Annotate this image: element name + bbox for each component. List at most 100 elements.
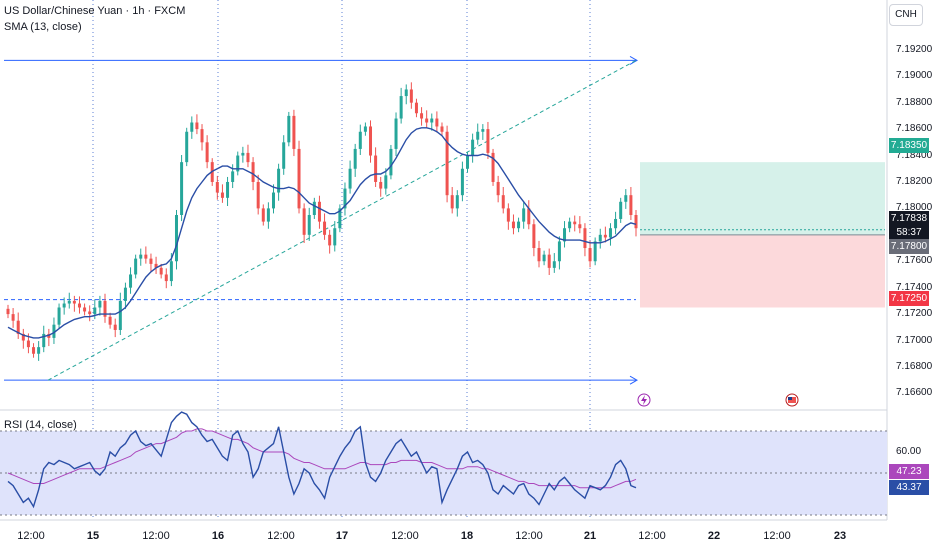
channel-bottom-arrow	[629, 375, 639, 385]
price-tick: 7.16600	[896, 387, 932, 399]
candle-body	[450, 195, 454, 209]
candle-body	[88, 311, 92, 315]
candle-body	[261, 208, 265, 222]
candle-body	[379, 181, 383, 189]
candle-body	[251, 162, 255, 182]
candle-body	[169, 261, 173, 282]
sma-legend[interactable]: SMA (13, close)	[4, 21, 82, 33]
price-tick: 7.16800	[896, 360, 932, 372]
candle-body	[501, 195, 505, 209]
candle-body	[256, 181, 260, 209]
candle-body	[282, 142, 286, 169]
rsi-legend[interactable]: RSI (14, close)	[4, 419, 77, 431]
price-tick: 7.17200	[896, 308, 932, 320]
candle-body	[108, 316, 112, 325]
candle-body	[93, 307, 97, 315]
candle-body	[297, 148, 301, 209]
candle-body	[26, 340, 30, 348]
time-tick: 22	[707, 530, 721, 542]
candle-body	[174, 215, 178, 262]
price-tick: 7.17600	[896, 255, 932, 267]
candle-body	[496, 181, 500, 196]
time-tick: 12:00	[638, 530, 666, 542]
candle-body	[103, 300, 107, 317]
position-zones	[640, 162, 885, 308]
candle-body	[83, 307, 87, 312]
candle-body	[399, 96, 403, 119]
candle-body	[425, 118, 429, 123]
candle-body	[629, 195, 633, 215]
time-tick: 12:00	[267, 530, 295, 542]
rsi-ma-value-tag: 47.23	[889, 464, 929, 479]
candle-body	[62, 303, 66, 308]
candle-body	[37, 347, 41, 354]
candle-body	[363, 126, 367, 132]
candle-body	[404, 89, 408, 97]
candle-body	[389, 148, 393, 176]
candle-body	[271, 192, 275, 209]
currency-button[interactable]: CNH	[889, 4, 923, 26]
candle-body	[266, 208, 270, 222]
candle-body	[573, 221, 577, 225]
candle-body	[287, 115, 291, 143]
time-tick: 21	[583, 530, 597, 542]
price-tick: 7.18600	[896, 123, 932, 135]
candle-body	[52, 324, 56, 338]
candle-body	[6, 308, 10, 315]
candles	[6, 82, 638, 361]
candle-body	[542, 254, 546, 262]
candle-body	[394, 118, 398, 149]
candle-body	[619, 201, 623, 219]
time-tick: 15	[86, 530, 100, 542]
candle-body	[57, 307, 61, 325]
candle-body	[588, 248, 592, 262]
event-markers[interactable]	[637, 393, 799, 407]
time-tick: 23	[833, 530, 847, 542]
candle-body	[486, 129, 490, 153]
candle-body	[430, 118, 434, 123]
candle-body	[491, 152, 495, 182]
countdown-tag: 58:37	[889, 225, 929, 240]
candle-body	[129, 274, 133, 288]
candle-body	[634, 215, 638, 229]
candle-body	[440, 126, 444, 132]
rsi-line	[7, 411, 637, 509]
candle-body	[506, 208, 510, 222]
candle-body	[42, 333, 46, 348]
candle-body	[563, 228, 567, 242]
candle-body	[348, 168, 352, 189]
candle-body	[323, 221, 327, 235]
price-tick: 7.18000	[896, 202, 932, 214]
candle-body	[98, 300, 102, 308]
price-tick: 7.19000	[896, 70, 932, 82]
price-tick: 7.18800	[896, 96, 932, 108]
price-tick: 7.17400	[896, 281, 932, 293]
time-tick: 16	[211, 530, 225, 542]
candle-body	[154, 263, 158, 268]
channel-top-arrow	[629, 55, 639, 65]
candle-body	[220, 192, 224, 198]
candle-body	[32, 347, 36, 354]
candle-body	[317, 201, 321, 222]
candle-body	[67, 300, 71, 304]
candle-body	[195, 122, 199, 130]
candle-body	[226, 181, 230, 198]
candle-body	[215, 181, 219, 193]
candle-body	[123, 287, 127, 301]
symbol-title[interactable]: US Dollar/Chinese Yuan · 1h · FXCM	[4, 5, 186, 17]
candle-body	[231, 171, 235, 182]
candle-body	[205, 142, 209, 163]
candle-body	[246, 152, 250, 163]
lightning-event-icon	[641, 395, 647, 405]
candle-body	[353, 148, 357, 169]
candle-body	[578, 224, 582, 229]
us-flag-event-icon	[788, 397, 792, 400]
entry-price-tag: 7.17800	[889, 239, 929, 254]
time-tick: 12:00	[17, 530, 45, 542]
candle-body	[180, 162, 184, 215]
loss-zone	[640, 234, 885, 308]
time-tick: 18	[460, 530, 474, 542]
candle-body	[338, 208, 342, 229]
time-tick: 12:00	[391, 530, 419, 542]
